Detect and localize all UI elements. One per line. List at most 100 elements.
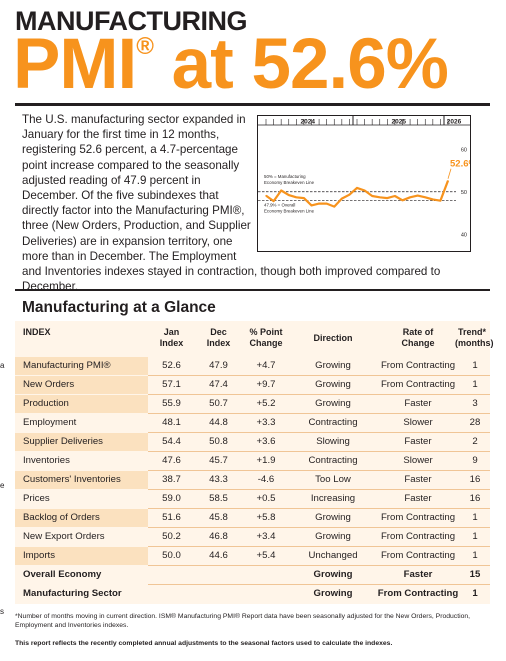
pmi-data-point [303,197,305,199]
footnote: *Number of months moving in current dire… [15,613,471,629]
row-rule [148,489,490,490]
trend-months: 1 [472,512,478,523]
pmi-data-point [379,196,381,198]
col-header-index-label: INDEX [23,327,51,337]
row-label: Customers' Inventories [15,471,148,489]
row-rule [148,451,490,452]
row-label: Imports [15,547,148,565]
row-rule [148,527,490,528]
trend-months: 16 [469,493,481,504]
point-change: +3.4 [256,531,276,542]
trend-months: 1 [472,531,478,542]
rate-of-change: Faster [404,398,432,409]
headline-pmi: PMI® at 52.6% [13,25,449,104]
y-tick-label: 40 [461,232,467,238]
trend-months: 28 [469,417,481,428]
trend-months: 1 [472,588,478,599]
pmi-data-point [386,197,388,199]
row-rule [148,375,490,376]
row-rule [148,565,490,566]
year-label: 2025 [391,119,406,126]
table-row: Imports 50.0 44.6 +5.4 Unchanged From Co… [15,547,490,566]
direction: Growing [315,360,351,371]
point-change: +3.6 [256,436,276,447]
pmi-data-point [348,194,351,196]
table-row: Customers' Inventories 38.7 43.3 -4.6 To… [15,471,490,490]
trend-months: 3 [472,398,478,409]
direction: Growing [315,531,351,542]
reference-label: Economy Breakeven Line [264,209,315,214]
y-tick-label: 50 [461,190,467,196]
headline-pmi-value: at 52.6% [152,25,449,104]
trend-months: 9 [472,455,478,466]
year-label: 2026 [447,119,462,126]
footnote-adjustment: This report reflects the recently comple… [15,640,393,647]
row-label: Production [15,395,148,413]
dec-index: 47.9 [209,360,228,371]
pmi-data-point [318,203,320,205]
pmi-data-point [401,199,404,201]
dec-index: 45.8 [209,512,228,523]
col-header-dec-l2: Index [206,338,231,348]
row-label: Backlog of Orders [15,509,148,527]
row-label: Prices [23,493,50,504]
row-rule [148,413,490,414]
jan-index: 47.6 [162,455,181,466]
row-label: New Orders [15,376,148,394]
pmi-line-chart: 2024 2025 2026 40 50 60 50% = Manufacturing Eco… [257,115,477,252]
pmi-data-point [272,200,275,202]
jan-index: 38.7 [162,474,181,485]
pmi-data-point [417,194,419,197]
row-rule [148,546,490,547]
trend-months: 15 [469,569,481,580]
jan-index: 57.1 [162,379,181,390]
jan-index: 59.0 [162,493,181,504]
col-header-trend: Trend* (months) [455,327,494,349]
pmi-data-point [409,196,411,198]
row-rule [148,584,490,585]
rate-of-change: From Contracting [380,550,456,561]
direction: Growing [313,569,353,580]
direction: Too Low [315,474,351,485]
rate-of-change: Slower [403,417,433,428]
table-row-summary: Overall Economy Growing Faster 15 [15,566,490,585]
col-header-direction: Direction [290,333,376,344]
table-row: New Orders 57.1 47.4 +9.7 Growing From C… [15,376,490,395]
pmi-data-point [447,180,449,182]
callout-leader [447,168,452,179]
table-row: New Export Orders 50.2 46.8 +3.4 Growing… [15,528,490,547]
col-header-change: % Point Change [242,327,290,349]
col-header-jan-l1: Jan [163,327,180,337]
pmi-data-point [326,203,328,205]
year-label: 2024 [300,119,315,126]
dec-index: 43.3 [209,474,228,485]
pmi-data-point [432,198,434,200]
point-change: +9.7 [256,379,276,390]
row-rule [148,432,490,433]
pmi-data-point [356,187,358,189]
jan-index: 52.6 [162,360,181,371]
table-row: Supplier Deliveries 54.4 50.8 +3.6 Slowi… [15,433,490,452]
direction: Growing [315,512,351,523]
jan-index: 50.2 [162,531,181,542]
y-tick-label: 60 [461,147,467,153]
pmi-data-point [424,196,426,198]
rate-of-change: Faster [404,436,432,447]
direction: Growing [315,379,351,390]
pmi-data-point [439,200,442,202]
latest-value-callout: 52.6% [450,159,470,170]
dec-index: 50.8 [209,436,228,447]
direction: Slowing [316,436,350,447]
section-divider [15,289,490,291]
row-rule [148,394,490,395]
trend-months: 2 [472,436,478,447]
col-header-direction-label: Direction [313,333,353,343]
trend-months: 16 [469,474,481,485]
point-change: +4.7 [256,360,276,371]
col-header-rate-l1: Rate of [402,327,434,337]
table-row: Employment 48.1 44.8 +3.3 Contracting Sl… [15,414,490,433]
col-header-jan: Jan Index [148,327,195,349]
rate-of-change: From Contracting [377,588,459,599]
pmi-data-point [341,197,343,200]
trend-months: 1 [472,379,478,390]
